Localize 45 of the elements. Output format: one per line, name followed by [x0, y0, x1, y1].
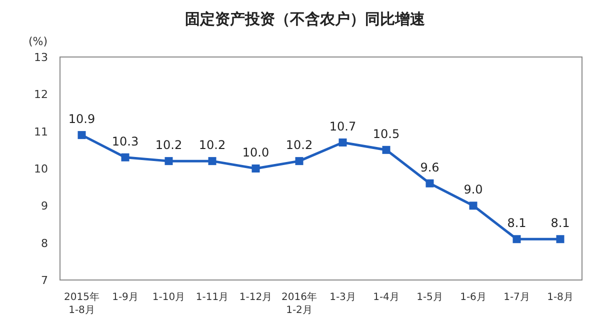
y-tick-label: 9 [41, 200, 48, 213]
point [512, 235, 521, 244]
point [382, 146, 390, 154]
data-label: 9.6 [420, 160, 440, 174]
point [469, 202, 478, 210]
y-tick-label: 13 [34, 51, 48, 64]
data-label: 10.2 [286, 138, 313, 152]
y-axis-title: (%) [28, 35, 48, 48]
x-tick-label: 1-6月 [460, 292, 486, 303]
x-tick-label: 1-7月 [504, 292, 530, 303]
point [295, 157, 304, 166]
x-tick-label: 2015年 1-8月 [64, 291, 100, 316]
x-tick-label: 1-11月 [196, 292, 229, 303]
point [252, 164, 260, 172]
point [556, 235, 564, 244]
data-label: 10.7 [329, 119, 356, 134]
data-label: 9.0 [464, 182, 483, 197]
x-tick-label: 1-10月 [152, 292, 186, 303]
point [78, 131, 86, 140]
x-tick-label: 1-8月 [547, 292, 574, 303]
x-tick-label: 1-3月 [330, 292, 356, 303]
y-tick-label: 11 [34, 125, 48, 138]
data-label: 10.0 [242, 146, 270, 160]
y-tick-label: 8 [41, 236, 48, 250]
data-label: 8.1 [550, 216, 570, 230]
point [164, 157, 173, 166]
point [121, 153, 130, 162]
x-tick-label: 2016年 1-2月 [282, 291, 317, 316]
y-tick-label: 10 [34, 162, 48, 176]
data-label: 10.2 [155, 138, 182, 152]
x-tick-label: 1-5月 [416, 292, 443, 303]
x-tick-label: 1-12月 [239, 292, 272, 303]
x-tick-label: 1-4月 [373, 292, 400, 303]
data-label: 10.9 [68, 112, 96, 126]
y-tick-label: 12 [34, 88, 48, 102]
y-tick-label: 7 [41, 274, 48, 287]
point [208, 157, 216, 166]
chart-title: 固定资产投资（不含农户）同比增速 [185, 10, 426, 28]
data-label: 8.1 [507, 216, 526, 230]
point [338, 138, 347, 146]
data-label: 10.2 [198, 138, 226, 152]
data-label: 10.5 [372, 126, 400, 141]
x-tick-label: 1-9月 [112, 292, 138, 303]
data-label: 10.3 [112, 134, 139, 148]
point [426, 179, 434, 188]
